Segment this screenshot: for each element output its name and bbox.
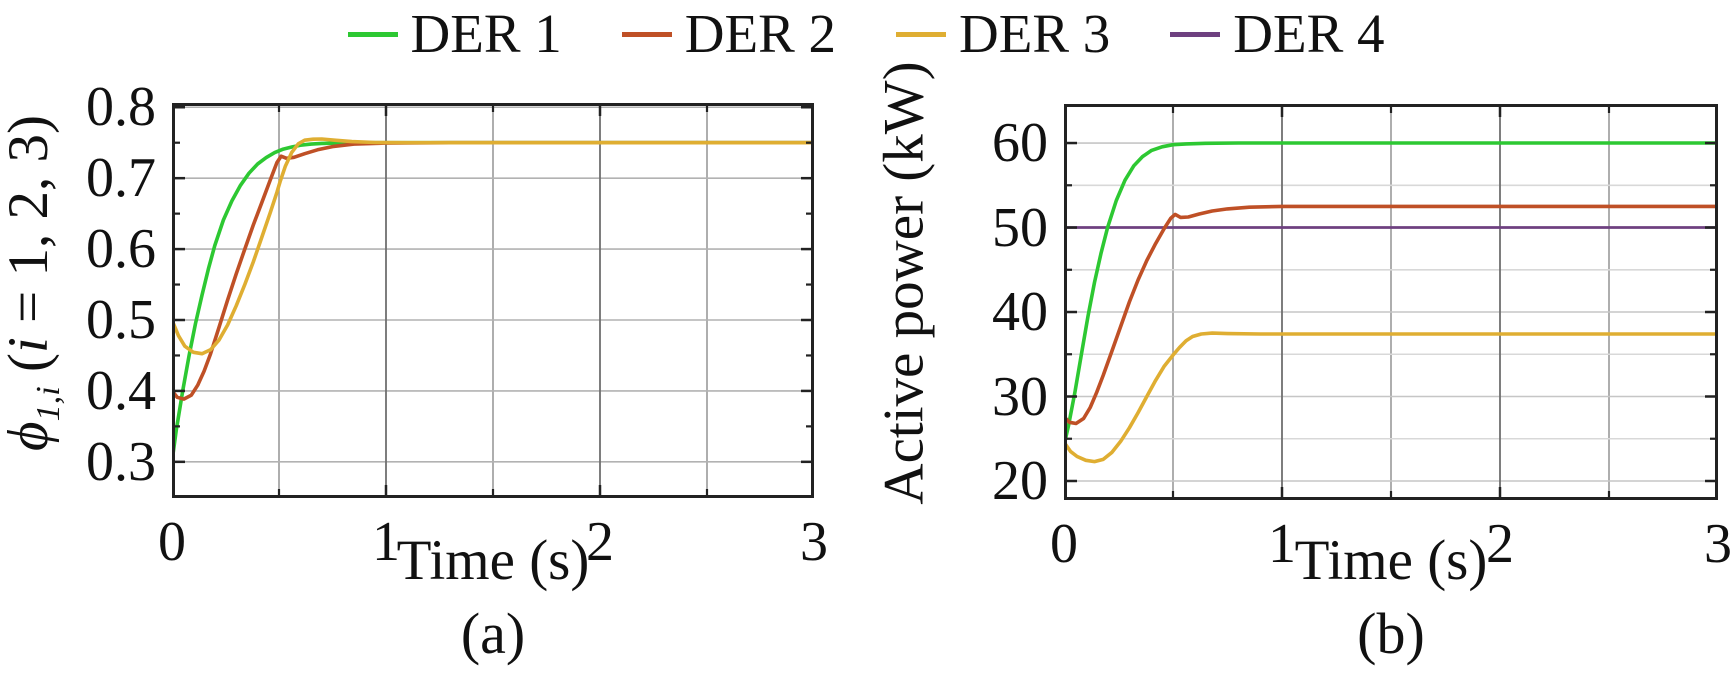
chart-a-xlabel: Time (s) bbox=[396, 529, 590, 592]
chart-b-x-tick-label: 3 bbox=[1704, 513, 1732, 575]
chart-a-y-tick-label: 0.4 bbox=[86, 359, 156, 422]
chart-a-x-tick-label: 3 bbox=[800, 511, 828, 573]
chart-a-y-tick-label: 0.7 bbox=[86, 147, 156, 210]
series-line-der-3 bbox=[172, 137, 814, 356]
legend-swatch-icon bbox=[1170, 31, 1221, 37]
chart-b-y-tick-label: 40 bbox=[992, 281, 1048, 343]
chart-a-sublabel: (a) bbox=[460, 601, 526, 666]
chart-a-x-tick-label: 1 bbox=[372, 511, 400, 573]
chart-b-sublabel: (b) bbox=[1357, 601, 1425, 666]
legend-item-der-3: DER 3 bbox=[896, 3, 1111, 65]
series-line-der-1 bbox=[172, 140, 814, 463]
chart-b-y-tick-label: 50 bbox=[992, 196, 1048, 259]
axis-box bbox=[172, 103, 814, 498]
chart-a-plot-area bbox=[172, 103, 814, 498]
chart-a-y-tick-label: 0.5 bbox=[86, 289, 156, 351]
legend-item-der-1: DER 1 bbox=[347, 3, 562, 65]
chart-b-x-tick-label: 2 bbox=[1486, 513, 1514, 575]
axis-box bbox=[1064, 104, 1718, 500]
series-line-der-3 bbox=[1064, 331, 1718, 464]
chart-b-x-tick-label: 0 bbox=[1050, 513, 1078, 575]
chart-a-y-tick-label: 0.6 bbox=[86, 218, 156, 281]
chart-b-xlabel: Time (s) bbox=[1294, 529, 1488, 592]
legend-swatch-icon bbox=[621, 31, 672, 37]
chart-b-y-tick-label: 60 bbox=[992, 112, 1048, 175]
legend-swatch-icon bbox=[896, 31, 946, 37]
chart-a-x-tick-label: 0 bbox=[158, 511, 186, 573]
chart-b-x-tick-label: 1 bbox=[1268, 513, 1296, 575]
series-line-der-2 bbox=[1064, 204, 1718, 426]
chart-a-y-tick-label: 0.8 bbox=[86, 76, 156, 139]
legend-label: DER 4 bbox=[1233, 3, 1385, 64]
chart-a-y-tick-label: 0.3 bbox=[86, 430, 156, 493]
legend-label: DER 3 bbox=[959, 3, 1111, 64]
legend-item-der-2: DER 2 bbox=[621, 3, 836, 65]
chart-b-plot-area bbox=[1064, 104, 1718, 500]
series-line-der-1 bbox=[1064, 141, 1718, 446]
chart-a-x-tick-label: 2 bbox=[586, 511, 614, 573]
legend: DER 1 DER 2 DER 3 DER 4 bbox=[0, 3, 1732, 65]
series-line-der-2 bbox=[172, 140, 814, 401]
chart-b-y-tick-label: 20 bbox=[992, 449, 1048, 512]
legend-label: DER 2 bbox=[684, 3, 836, 64]
legend-label: DER 1 bbox=[410, 3, 562, 64]
legend-item-der-4: DER 4 bbox=[1170, 3, 1385, 65]
chart-b-y-tick-label: 30 bbox=[992, 365, 1048, 428]
legend-swatch-icon bbox=[347, 31, 398, 37]
